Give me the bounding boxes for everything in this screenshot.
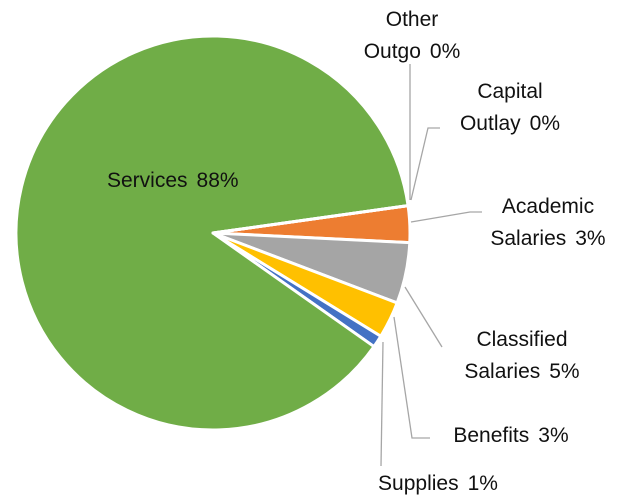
slice-label: Academic Salaries 3% <box>478 191 618 255</box>
label-value: 88% <box>196 169 239 192</box>
label-name: Other Outgo <box>363 8 439 63</box>
label-name: Capital Outlay <box>459 80 543 135</box>
slice-label: Supplies 1% <box>353 468 523 500</box>
label-value: 3% <box>575 227 606 250</box>
label-name: Supplies <box>378 472 459 495</box>
leader-line <box>410 211 482 223</box>
slice-label: Capital Outlay 0% <box>450 76 570 140</box>
slice-label: Other Outgo 0% <box>350 4 475 68</box>
label-value: 3% <box>538 424 569 447</box>
leader-lines <box>380 64 482 467</box>
leader-line <box>410 127 440 201</box>
slice-label: Services 88% <box>107 165 239 197</box>
label-name: Classified Salaries <box>464 328 568 383</box>
slice-label: Classified Salaries 5% <box>447 324 597 388</box>
label-value: 5% <box>549 360 580 383</box>
pie <box>14 34 412 432</box>
label-name: Academic Salaries <box>490 195 595 250</box>
leader-line <box>380 341 384 467</box>
leader-line <box>393 316 430 439</box>
label-value: 1% <box>467 472 498 495</box>
slice-label: Benefits 3% <box>426 420 596 452</box>
leader-line <box>404 286 443 348</box>
label-name: Benefits <box>453 424 530 447</box>
label-value: 0% <box>429 40 461 63</box>
label-value: 0% <box>529 112 561 135</box>
pie-slice <box>211 204 410 235</box>
label-name: Services <box>107 169 188 192</box>
